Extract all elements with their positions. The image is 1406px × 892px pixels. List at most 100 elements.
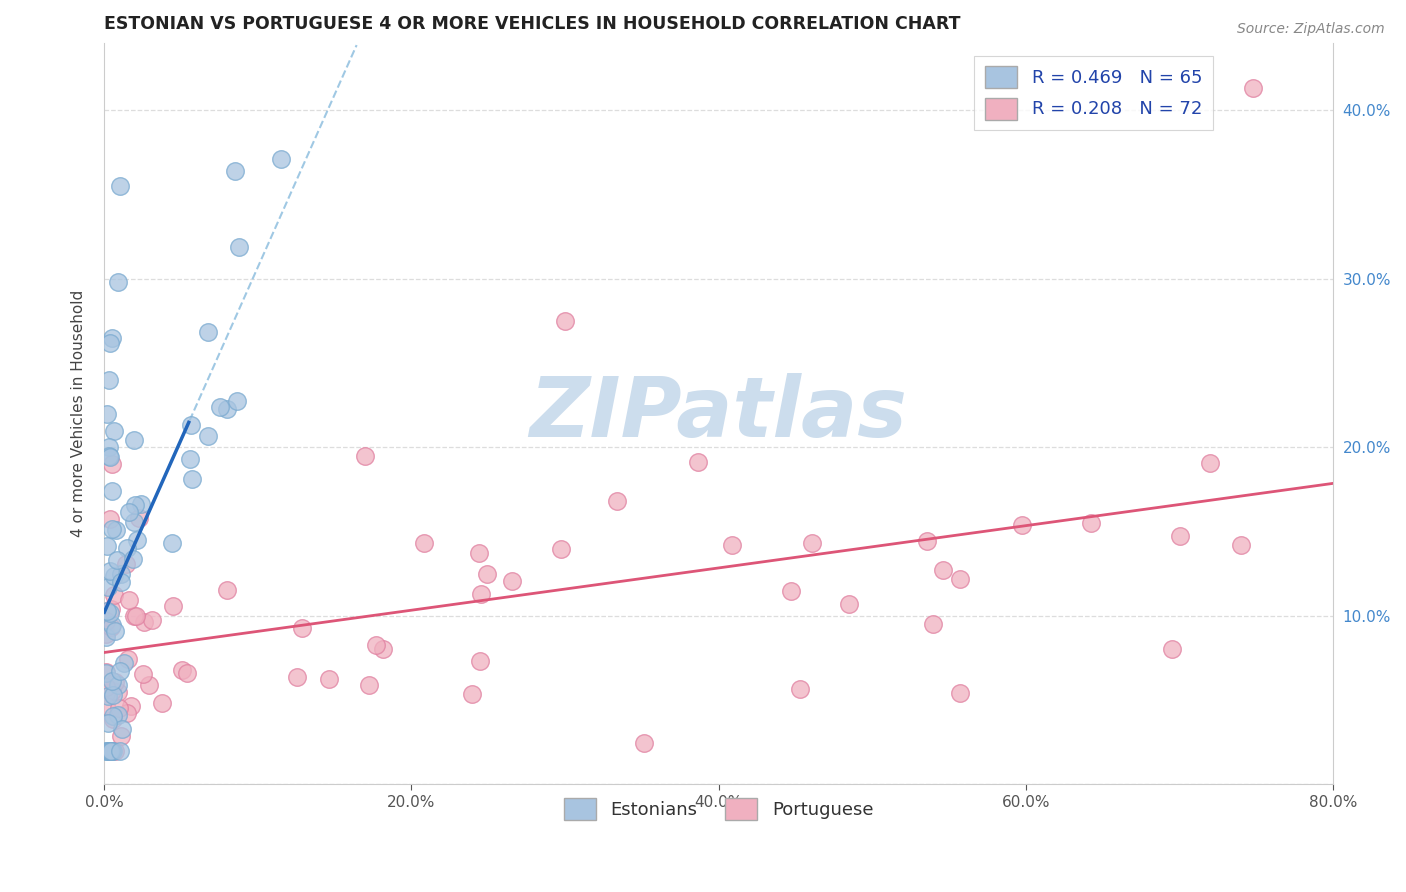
Point: [103, 675, 125, 690]
Point: [94, 680, 117, 694]
Point: [270, 153, 292, 167]
Point: [354, 449, 377, 463]
Point: [108, 701, 131, 715]
Point: [97, 373, 120, 387]
Point: [107, 553, 129, 567]
Point: [101, 673, 124, 688]
Point: [110, 575, 132, 590]
Point: [922, 617, 945, 632]
Point: [179, 451, 201, 466]
Point: [477, 566, 499, 581]
Point: [180, 417, 202, 432]
Point: [103, 424, 125, 438]
Point: [467, 546, 489, 560]
Point: [285, 669, 308, 683]
Point: [129, 497, 152, 511]
Point: [97, 580, 120, 594]
Point: [104, 523, 127, 537]
Point: [100, 619, 122, 633]
Point: [94, 699, 117, 714]
Point: [228, 240, 250, 254]
Point: [688, 455, 710, 469]
Text: ZIPatlas: ZIPatlas: [530, 373, 907, 454]
Point: [780, 583, 803, 598]
Point: [117, 505, 139, 519]
Point: [470, 587, 492, 601]
Point: [215, 401, 238, 416]
Point: [98, 744, 121, 758]
Point: [94, 686, 117, 700]
Point: [104, 624, 127, 639]
Point: [97, 441, 120, 455]
Point: [122, 434, 145, 448]
Point: [366, 638, 388, 652]
Point: [125, 609, 148, 624]
Point: [1011, 517, 1033, 532]
Point: [103, 569, 125, 583]
Point: [100, 335, 122, 350]
Point: [108, 744, 131, 758]
Point: [107, 685, 129, 699]
Point: [1161, 641, 1184, 656]
Point: [94, 626, 117, 640]
Point: [101, 617, 124, 632]
Point: [124, 498, 146, 512]
Point: [96, 407, 118, 421]
Point: [98, 564, 121, 578]
Point: [100, 744, 122, 758]
Point: [412, 535, 434, 549]
Point: [101, 688, 124, 702]
Point: [132, 667, 155, 681]
Point: [122, 609, 145, 624]
Point: [291, 621, 314, 635]
Point: [115, 706, 138, 720]
Point: [115, 557, 138, 571]
Point: [226, 393, 249, 408]
Point: [101, 457, 124, 471]
Point: [122, 551, 145, 566]
Point: [101, 684, 124, 698]
Point: [94, 666, 117, 681]
Point: [606, 493, 628, 508]
Point: [1199, 456, 1222, 470]
Point: [94, 681, 117, 695]
Point: [96, 604, 118, 618]
Point: [111, 722, 134, 736]
Point: [101, 331, 124, 345]
Point: [94, 744, 117, 758]
Point: [118, 592, 141, 607]
Point: [138, 677, 160, 691]
Point: [460, 687, 482, 701]
Point: [128, 510, 150, 524]
Point: [160, 536, 183, 550]
Text: Source: ZipAtlas.com: Source: ZipAtlas.com: [1237, 22, 1385, 37]
Point: [115, 541, 138, 555]
Point: [468, 654, 491, 668]
Point: [107, 275, 129, 289]
Point: [100, 602, 122, 616]
Y-axis label: 4 or more Vehicles in Household: 4 or more Vehicles in Household: [72, 290, 86, 537]
Point: [217, 583, 239, 598]
Point: [110, 566, 132, 581]
Point: [224, 163, 246, 178]
Point: [915, 534, 938, 549]
Point: [197, 428, 219, 442]
Point: [97, 449, 120, 463]
Point: [141, 613, 163, 627]
Point: [134, 615, 156, 630]
Point: [801, 536, 824, 550]
Point: [94, 665, 117, 679]
Point: [318, 672, 340, 686]
Point: [1241, 81, 1264, 95]
Point: [180, 472, 202, 486]
Point: [176, 666, 198, 681]
Point: [550, 542, 572, 557]
Point: [103, 588, 125, 602]
Point: [1168, 529, 1191, 543]
Point: [359, 677, 381, 691]
Point: [98, 744, 121, 758]
Legend: Estonians, Portuguese: Estonians, Portuguese: [557, 791, 880, 827]
Point: [127, 533, 149, 548]
Point: [107, 678, 129, 692]
Point: [103, 709, 125, 723]
